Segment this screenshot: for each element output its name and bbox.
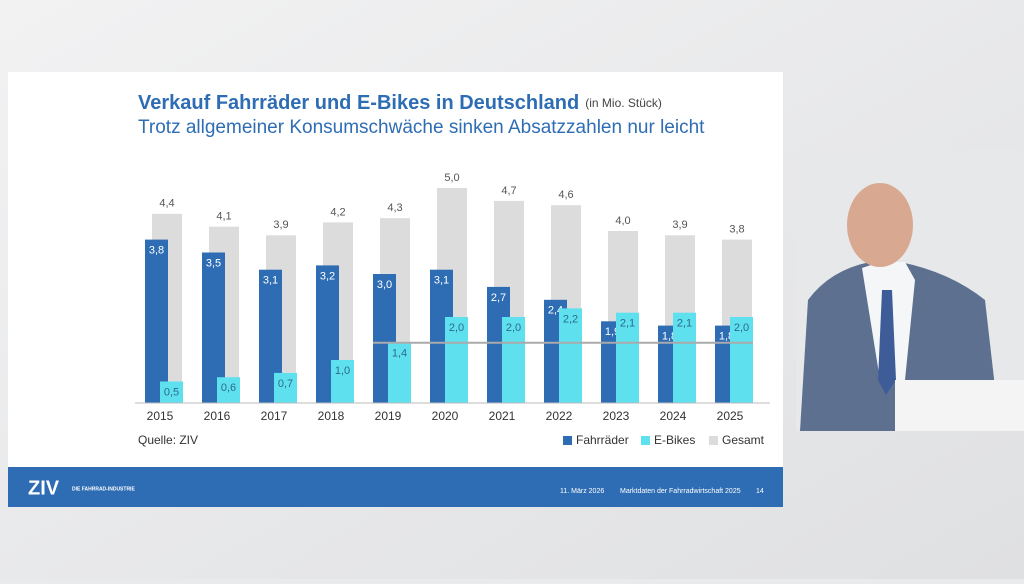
footer-bar xyxy=(8,467,783,507)
x-tick-label: 2015 xyxy=(147,409,174,423)
bar xyxy=(502,317,525,403)
value-label: 3,9 xyxy=(672,219,687,231)
bar xyxy=(616,312,639,403)
bar xyxy=(202,252,225,403)
x-tick-label: 2025 xyxy=(717,409,744,423)
footer-date: 11. März 2026 xyxy=(560,488,604,495)
x-tick-label: 2022 xyxy=(546,409,573,423)
value-label: 2,0 xyxy=(506,322,521,334)
head xyxy=(847,183,913,267)
value-label: 4,0 xyxy=(615,215,630,227)
x-tick-label: 2023 xyxy=(603,409,630,423)
legend-label: Gesamt xyxy=(722,433,765,447)
value-label: 2,0 xyxy=(449,322,464,334)
bar xyxy=(388,342,411,403)
value-label: 3,0 xyxy=(377,279,392,291)
value-label: 3,9 xyxy=(273,219,288,231)
logo: ZIV xyxy=(28,477,60,499)
value-label: 4,6 xyxy=(558,189,573,201)
legend-swatch xyxy=(641,436,650,445)
bar xyxy=(145,239,168,403)
value-label: 4,1 xyxy=(216,211,231,223)
chart-subtitle: Trotz allgemeiner Konsumschwäche sinken … xyxy=(138,117,705,138)
value-label: 3,1 xyxy=(263,275,278,287)
x-tick-label: 2017 xyxy=(261,409,288,423)
value-label: 3,2 xyxy=(320,270,335,282)
value-label: 3,1 xyxy=(434,275,449,287)
logo-sub: DIE FAHRRAD-INDUSTRIE xyxy=(72,486,135,492)
x-tick-label: 2020 xyxy=(432,409,459,423)
legend-label: Fahrräder xyxy=(576,433,629,447)
bar xyxy=(160,381,183,403)
source: Quelle: ZIV xyxy=(138,433,198,447)
value-label: 4,3 xyxy=(387,202,402,214)
bar xyxy=(730,317,753,403)
chart-title: Verkauf Fahrräder und E-Bikes in Deutsch… xyxy=(138,92,662,114)
x-tick-label: 2019 xyxy=(375,409,402,423)
value-label: 4,4 xyxy=(159,198,174,210)
bar xyxy=(274,372,297,403)
bar xyxy=(445,317,468,403)
value-label: 2,0 xyxy=(734,322,749,334)
value-label: 2,1 xyxy=(677,318,692,330)
value-label: 4,7 xyxy=(501,185,516,197)
value-label: 2,7 xyxy=(491,292,506,304)
legend-swatch xyxy=(563,436,572,445)
value-label: 1,4 xyxy=(392,348,407,360)
x-tick-label: 2024 xyxy=(660,409,687,423)
footer-event: Marktdaten der Fahrradwirtschaft 2025 xyxy=(620,488,741,495)
value-label: 3,8 xyxy=(729,224,744,236)
bar xyxy=(673,312,696,403)
value-label: 1,0 xyxy=(335,365,350,377)
legend-label: E-Bikes xyxy=(654,433,695,447)
x-tick-label: 2021 xyxy=(489,409,516,423)
lectern xyxy=(895,380,1024,431)
bar xyxy=(559,308,582,403)
speaker-video xyxy=(796,150,1024,431)
value-label: 0,6 xyxy=(221,382,236,394)
tie xyxy=(878,290,896,395)
value-label: 2,2 xyxy=(563,313,578,325)
value-label: 2,1 xyxy=(620,318,635,330)
value-label: 4,2 xyxy=(330,206,345,218)
footer-page: 14 xyxy=(756,488,764,495)
legend-swatch xyxy=(709,436,718,445)
bar xyxy=(331,360,354,403)
value-label: 3,8 xyxy=(149,245,164,257)
value-label: 3,5 xyxy=(206,257,221,269)
x-tick-label: 2016 xyxy=(204,409,231,423)
bar xyxy=(259,269,282,403)
bar xyxy=(217,377,240,403)
value-label: 0,7 xyxy=(278,378,293,390)
value-label: 5,0 xyxy=(444,172,459,184)
value-label: 0,5 xyxy=(164,386,179,398)
x-tick-label: 2018 xyxy=(318,409,345,423)
